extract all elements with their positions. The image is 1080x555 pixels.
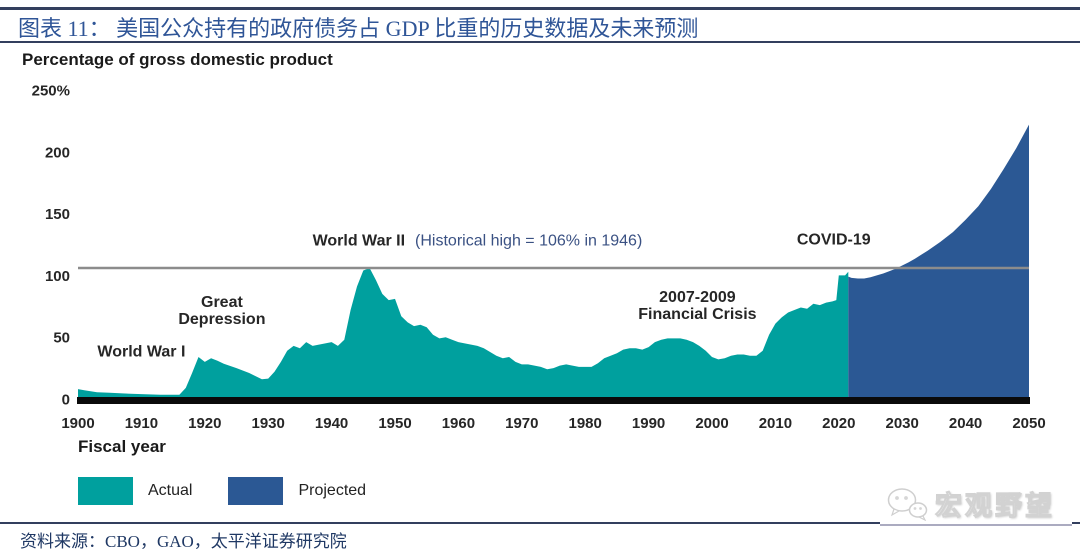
great-depression-label: Great Depression [178, 294, 265, 328]
x-tick-label: 1960 [442, 415, 475, 432]
y-tick-label: 100 [45, 268, 70, 285]
x-axis-title: Fiscal year [78, 437, 166, 456]
actual-area [78, 268, 849, 399]
footer-rule [0, 522, 1080, 524]
financial-crisis-label: 2007-2009 Financial Crisis [638, 289, 756, 323]
annotation-text: World War I [97, 343, 186, 361]
annotation-text: Great [201, 294, 243, 312]
y-tick-label: 250% [32, 83, 70, 100]
x-tick-label: 1940 [315, 415, 348, 432]
annotation-text: Depression [178, 311, 266, 329]
x-tick-label: 1900 [61, 415, 94, 432]
chart-title: Percentage of gross domestic product [22, 50, 333, 69]
annotation-text: 2007-2009 [659, 289, 736, 307]
chart-legend: Actual Projected [78, 477, 366, 505]
projected-area [848, 124, 1029, 399]
x-tick-label: 2000 [695, 415, 728, 432]
legend-item-projected: Projected [228, 477, 366, 505]
y-tick-label: 200 [45, 144, 70, 161]
watermark-text: 宏观野望 [935, 491, 1055, 522]
legend-label-projected: Projected [298, 482, 367, 499]
x-tick-label: 1980 [569, 415, 602, 432]
y-tick-label: 0 [62, 392, 70, 409]
actual-swatch [78, 477, 133, 505]
caption-divider-rule [0, 41, 1080, 43]
x-tick-label: 2040 [949, 415, 982, 432]
x-axis-line [77, 397, 1030, 404]
legend-item-actual: Actual [78, 477, 192, 505]
y-tick-label: 50 [53, 330, 70, 347]
x-tick-label: 1920 [188, 415, 221, 432]
wechat-icon [887, 487, 928, 521]
annotation-text: World War II [312, 232, 406, 250]
x-tick-label: 2050 [1012, 415, 1045, 432]
annotation-text: Financial Crisis [638, 306, 757, 324]
legend-label-actual: Actual [148, 482, 193, 499]
data-source-note: 资料来源：CBO，GAO，太平洋证券研究院 [20, 532, 347, 551]
covid-19-label: COVID-19 [797, 231, 871, 248]
x-tick-label: 1930 [252, 415, 285, 432]
x-tick-label: 1970 [505, 415, 538, 432]
x-tick-label: 2010 [759, 415, 792, 432]
x-tick-label: 1910 [125, 415, 158, 432]
world-war-1-label: World War I [97, 344, 185, 361]
x-tick-label: 1950 [378, 415, 411, 432]
annotation-text: COVID-19 [796, 231, 871, 249]
world-war-2-label: World War II (Historical high = 106% in 1… [313, 232, 643, 249]
header-top-rule [0, 7, 1080, 10]
figure-caption: 图表 11： 美国公众持有的政府债务占 GDP 比重的历史数据及未来预测 [18, 16, 699, 41]
annotation-text: (Historical high = 106% in 1946) [415, 232, 643, 250]
projected-swatch [228, 477, 284, 505]
x-tick-label: 2020 [822, 415, 855, 432]
watermark: 宏观野望 [880, 483, 1072, 526]
x-tick-label: 1990 [632, 415, 665, 432]
x-tick-label: 2030 [886, 415, 919, 432]
y-tick-label: 150 [45, 206, 70, 223]
